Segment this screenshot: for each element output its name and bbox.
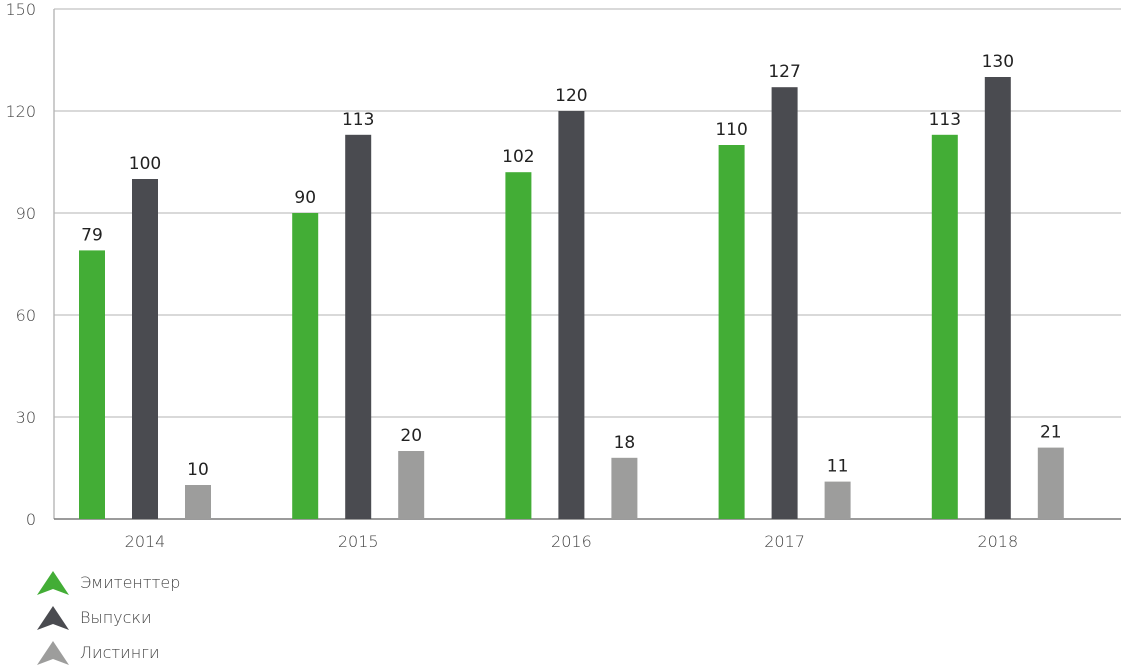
y-tick-label: 120 — [5, 102, 36, 121]
legend-item-listings: Листинги — [36, 635, 180, 670]
bar — [611, 457, 638, 519]
data-label: 127 — [768, 62, 800, 82]
legend-label-issues: Выпуски — [80, 608, 152, 627]
bar — [345, 134, 372, 520]
bar — [984, 77, 1011, 519]
x-tick-label: 2016 — [551, 532, 592, 551]
legend-arrow-icon-green — [37, 570, 69, 595]
y-tick-label: 90 — [16, 204, 36, 223]
bars — [79, 77, 1064, 520]
data-label: 100 — [129, 154, 161, 174]
bar-chart: 0 30 60 90 120 150 79 100 10 90 113 20 102 120 18 110 1… — [5, 0, 1121, 551]
legend-label-listings: Листинги — [80, 643, 160, 662]
data-label: 110 — [715, 120, 747, 140]
bar — [931, 134, 958, 520]
y-tick-label: 60 — [16, 306, 36, 325]
y-tick-label: 0 — [26, 510, 36, 529]
y-axis-ticks: 0 30 60 90 120 150 — [5, 0, 36, 529]
y-tick-label: 30 — [16, 408, 36, 427]
bar — [292, 213, 319, 519]
data-label: 113 — [342, 110, 374, 130]
data-label: 18 — [614, 433, 636, 453]
legend-arrow-shape — [37, 605, 69, 630]
data-label: 120 — [555, 86, 587, 106]
legend: Эмитенттер Выпуски Листинги — [36, 565, 180, 670]
data-label: 10 — [187, 460, 209, 480]
legend-label-emitters: Эмитенттер — [80, 573, 181, 592]
legend-arrow-shape — [37, 640, 69, 665]
x-axis-ticks: 2014 2015 2016 2017 2018 — [125, 532, 1019, 551]
bar — [398, 451, 425, 519]
bar — [505, 172, 532, 519]
data-label: 21 — [1040, 423, 1062, 443]
data-labels: 79 100 10 90 113 20 102 120 18 110 127 11 113 130 21 — [81, 52, 1061, 480]
data-label: 90 — [294, 188, 316, 208]
legend-item-emitters: Эмитенттер — [36, 565, 180, 600]
bar — [1037, 447, 1064, 519]
legend-arrow-shape — [37, 570, 69, 595]
x-tick-label: 2018 — [977, 532, 1018, 551]
bar — [132, 179, 158, 519]
data-label: 79 — [81, 225, 103, 245]
data-label: 130 — [982, 52, 1014, 72]
legend-arrow-icon-dark — [37, 605, 69, 630]
bar — [79, 250, 105, 519]
bar — [824, 481, 851, 519]
data-label: 113 — [929, 110, 961, 130]
bar — [185, 485, 211, 519]
bar — [771, 87, 798, 519]
y-tick-label: 150 — [5, 0, 36, 19]
x-tick-label: 2014 — [125, 532, 166, 551]
data-label: 102 — [502, 147, 534, 167]
bar — [718, 145, 745, 519]
data-label: 11 — [827, 457, 849, 477]
data-label: 20 — [400, 426, 422, 446]
legend-arrow-icon-gray — [37, 640, 69, 665]
bar — [558, 111, 585, 519]
x-tick-label: 2017 — [764, 532, 805, 551]
legend-item-issues: Выпуски — [36, 600, 180, 635]
x-tick-label: 2015 — [338, 532, 379, 551]
gridlines — [53, 8, 1121, 520]
